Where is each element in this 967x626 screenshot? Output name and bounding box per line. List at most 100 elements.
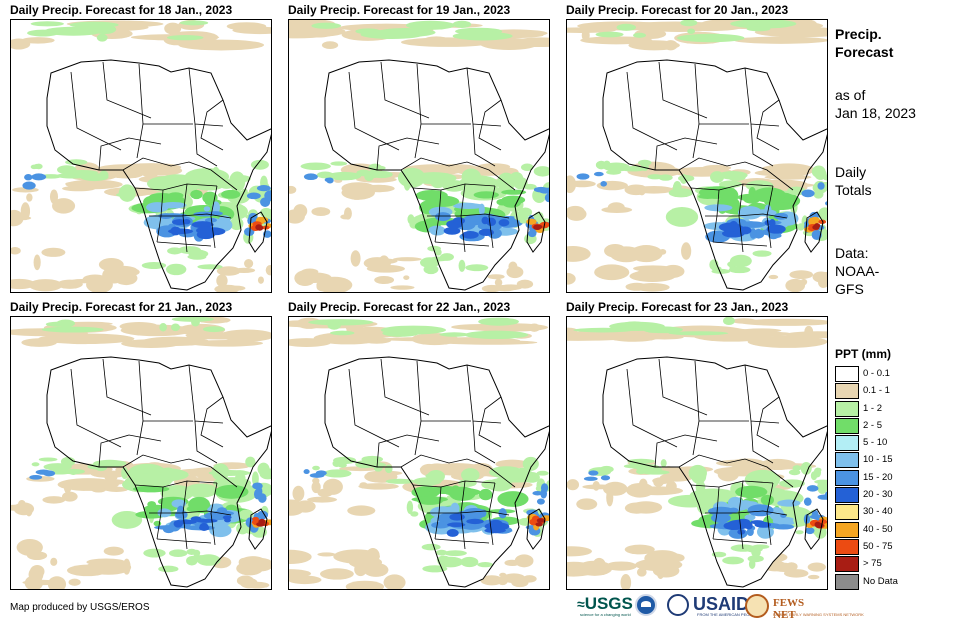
precip-blob [323,469,352,478]
precip-blob [256,225,264,231]
coastline [46,356,271,588]
precip-blob [166,35,204,41]
panel-title: Daily Precip. Forecast for 22 Jan., 2023 [288,300,511,314]
precip-blob [363,562,389,577]
precip-blob [33,254,41,271]
precip-blob [703,490,711,497]
country-border [478,396,502,448]
precip-blob [258,518,266,525]
precip-blob [536,518,545,523]
precip-blob [460,556,479,568]
precip-blob [265,264,271,276]
precip-blob [668,331,729,336]
panel-title: Daily Precip. Forecast for 18 Jan., 2023 [10,3,233,17]
precip-blob [167,247,183,255]
precip-blob [609,334,657,342]
precip-blob [311,207,331,216]
precip-blob [122,163,182,172]
country-border [70,368,122,448]
precip-blob [635,21,716,27]
country-border [414,123,422,159]
precip-blob [754,169,809,177]
precip-blob [239,509,254,520]
precip-blob [658,174,673,181]
usgs-logo-text: USGS [584,594,633,613]
precip-blob [232,175,251,183]
precip-blob [677,33,745,43]
precip-blob [330,330,355,336]
forecast-panel-19: Daily Precip. Forecast for 19 Jan., 2023 [288,3,550,293]
precip-blob [204,217,217,223]
as-of-line1: as of [835,87,866,103]
precip-blob [452,20,472,28]
data-line1: Data: [835,245,869,261]
country-border [427,213,510,219]
precip-blob [57,165,77,175]
country-border [472,123,496,167]
precip-blob [405,20,455,30]
precip-blob [811,165,826,178]
precip-map [288,19,550,293]
legend-label: 20 - 30 [863,489,893,501]
precip-blob [327,321,341,330]
precip-blob [313,332,383,345]
precip-blob [583,476,598,481]
country-border [692,420,700,456]
precip-blob [175,510,188,519]
forecast-panel-22: Daily Precip. Forecast for 22 Jan., 2023 [288,300,550,590]
precip-blob [443,227,461,235]
precip-blob [214,484,249,499]
precip-blob [567,546,592,557]
country-border [149,213,232,219]
panel-title: Daily Precip. Forecast for 23 Jan., 2023 [566,300,789,314]
country-border [136,123,144,159]
as-of-line2: Jan 18, 2023 [835,105,916,121]
precip-blob [605,561,637,571]
precip-blob [681,242,692,260]
precip-blob [292,485,305,502]
precip-blob [514,554,534,568]
precip-blob [522,456,539,471]
country-border [98,137,162,171]
precip-blob [308,319,374,326]
country-border [376,137,440,171]
precip-blob [222,515,232,520]
precip-blob [327,171,362,181]
coastline [46,59,271,291]
precip-blob [354,562,367,577]
country-border [460,480,466,550]
precip-blob [69,21,119,29]
precip-blob [452,31,513,41]
country-border [658,358,708,416]
precip-blob [197,264,223,270]
precip-blob [167,192,184,199]
precip-blob [26,193,33,202]
precip-blob [316,281,328,292]
coastline [602,356,827,588]
precip-blob [478,317,519,326]
country-border [712,486,720,540]
precip-blob [289,185,297,194]
precip-blob [624,544,655,555]
precip-blob [211,166,221,188]
madagascar-outline [526,211,546,253]
country-border [102,358,152,416]
precip-blob [718,171,748,180]
precip-blob [573,327,634,333]
precip-blob [141,336,209,346]
precip-blob [312,477,320,484]
precip-blob [805,527,815,535]
precip-blob [323,478,343,495]
precip-blob [216,274,228,288]
precip-blob [729,254,752,268]
country-border [194,420,218,464]
precip-blob [383,574,406,589]
panel-title: Daily Precip. Forecast for 20 Jan., 2023 [566,3,789,17]
precip-blob [728,266,751,274]
precip-blob [158,565,179,573]
country-border [690,480,774,488]
country-border [427,510,510,516]
precip-blob [718,222,742,232]
precip-blob [31,462,40,467]
precip-blob [62,468,85,475]
